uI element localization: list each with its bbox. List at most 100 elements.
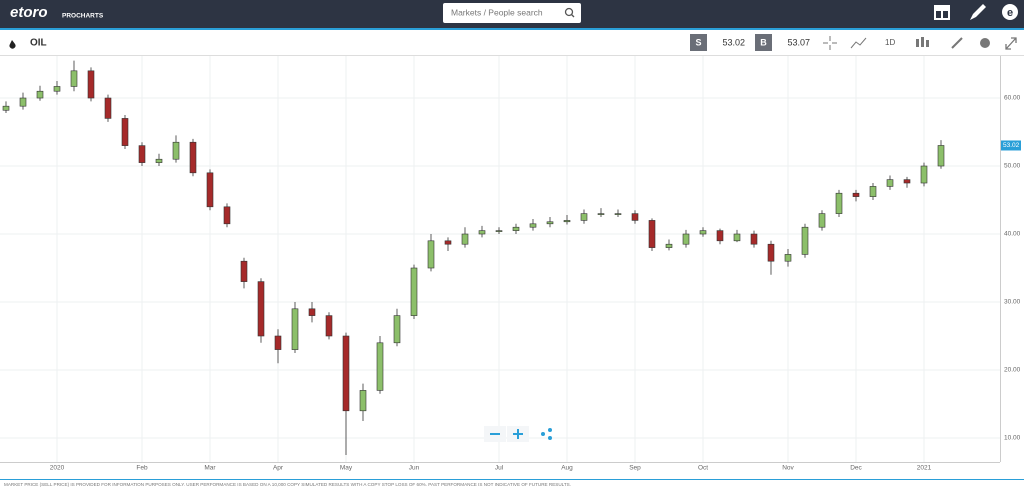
layout-icon[interactable] [934, 5, 950, 20]
y-tick-label: 60.00 [1004, 95, 1021, 102]
candle-body [359, 390, 367, 412]
search-box[interactable] [443, 3, 581, 23]
candle-body [818, 213, 826, 228]
chart-type-icon[interactable] [850, 37, 867, 49]
top-bar-accent [0, 28, 1024, 30]
candle-body [36, 90, 44, 99]
y-tick-label: 50.00 [1004, 163, 1021, 170]
candle-body [699, 230, 707, 235]
x-tick-label: May [340, 465, 353, 472]
candle-body [835, 192, 843, 214]
candle-body [716, 230, 724, 242]
candle-body [189, 141, 197, 174]
draw-icon[interactable] [970, 4, 986, 20]
candle-body [529, 223, 537, 228]
x-tick-label: 2021 [917, 465, 932, 472]
etoro-icon[interactable] [1002, 4, 1018, 20]
candle-body [903, 179, 911, 184]
current-price-box [1001, 140, 1021, 151]
symbol: OIL [30, 38, 47, 49]
candle-body [206, 172, 214, 208]
candle-body [937, 145, 945, 167]
candle-body [308, 308, 316, 316]
indicator-icon[interactable] [916, 37, 929, 47]
sublogo: PROCHARTS [62, 13, 104, 20]
candle-body [614, 213, 622, 215]
candle-body [155, 158, 163, 163]
candle-body [104, 97, 112, 119]
candle-body [427, 240, 435, 269]
candle-body [444, 240, 452, 245]
etoro-icon-letter: e [1007, 7, 1013, 19]
share-icon[interactable] [541, 428, 552, 440]
candle-body [563, 220, 571, 223]
x-tick-label: Jun [409, 465, 420, 472]
candle-body [87, 70, 95, 99]
crosshair-icon[interactable] [823, 36, 837, 50]
x-tick-label: Sep [629, 465, 641, 472]
candle-body [274, 335, 282, 350]
candle-body [121, 118, 129, 146]
disclaimer: MARKET PRICE (SELL PRICE) IS PROVIDED FO… [4, 482, 571, 487]
candle-body [801, 226, 809, 255]
candle-body [495, 230, 503, 232]
candle-body [733, 233, 741, 242]
candle-body [53, 86, 61, 92]
candle-body [240, 260, 248, 282]
search-placeholder: Markets / People search [451, 7, 543, 17]
buy-price: 53.07 [787, 37, 810, 47]
candle-body [886, 179, 894, 187]
oil-icon [9, 40, 16, 49]
candle-body [648, 220, 656, 248]
candle-body [512, 226, 520, 231]
toolbar [0, 30, 1024, 55]
buy-button[interactable] [755, 34, 772, 51]
candle-body [682, 233, 690, 245]
candle-body [478, 230, 486, 235]
plot: 10.00 20.00 30.00 40.00 50.00 60.00 2020 Feb Mar… [0, 56, 1021, 472]
x-tick-label: Jul [495, 465, 504, 472]
sell-label: S [695, 37, 701, 47]
candle-body [223, 206, 231, 225]
x-tick-label: 2020 [50, 465, 65, 472]
candle-body [342, 335, 350, 412]
candle-body [869, 186, 877, 197]
candle-body [138, 145, 146, 163]
fullscreen-icon[interactable] [1005, 37, 1017, 50]
candle-body [631, 213, 639, 221]
y-tick-label: 40.00 [1004, 231, 1021, 238]
candle-body [172, 141, 180, 160]
x-tick-label: Apr [273, 465, 284, 472]
search-icon [571, 14, 575, 18]
candle-body [580, 213, 588, 221]
x-tick-label: Aug [561, 465, 573, 472]
candle-body [767, 243, 775, 262]
current-price-label: 53.02 [1003, 142, 1020, 149]
logo[interactable]: etoro [10, 4, 48, 21]
candle-body [393, 315, 401, 344]
sell-button[interactable] [690, 34, 707, 51]
candle-body [750, 233, 758, 245]
y-tick-label: 30.00 [1004, 299, 1021, 306]
y-tick-label: 20.00 [1004, 367, 1021, 374]
candle-body [597, 213, 605, 215]
candle-body [461, 233, 469, 245]
candle-body [665, 243, 673, 248]
candle-body [19, 97, 27, 107]
buy-label: B [760, 37, 767, 47]
x-tick-label: Nov [782, 465, 794, 472]
settings-icon[interactable] [980, 38, 990, 48]
sell-price: 53.02 [722, 37, 745, 47]
x-tick-label: Oct [698, 465, 708, 472]
candle-body [257, 281, 265, 337]
candle-body [325, 315, 333, 337]
zoom-in-icon [513, 429, 523, 439]
candle-body [852, 192, 860, 197]
interval[interactable]: 1D [885, 38, 895, 47]
studies-icon[interactable] [951, 37, 963, 49]
x-tick-label: Dec [850, 465, 862, 472]
search-icon[interactable] [564, 7, 574, 17]
candle-body [2, 105, 10, 111]
candle-body [291, 308, 299, 350]
